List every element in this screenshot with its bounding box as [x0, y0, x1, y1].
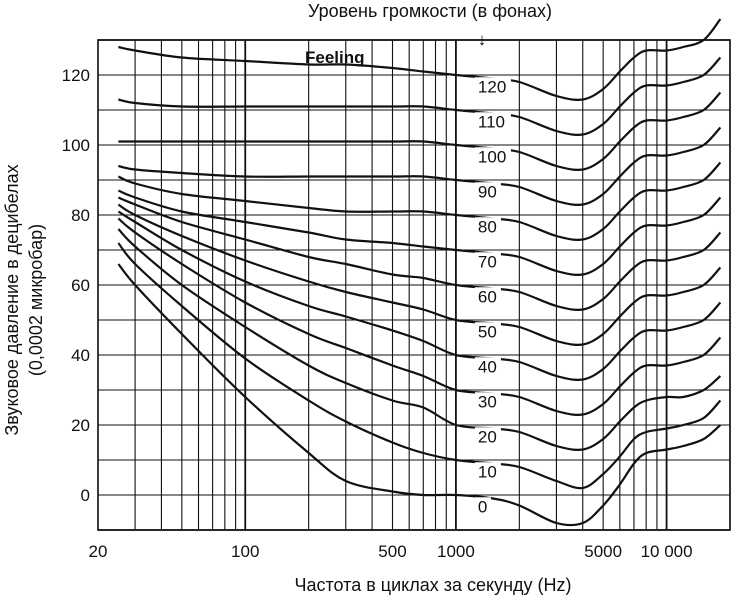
- curve-10-phon: [117, 242, 722, 490]
- curve-label-70: 70: [478, 252, 497, 271]
- y-axis-label: Звуковое давление в децибелах: [2, 164, 22, 435]
- curve-label-50: 50: [478, 322, 497, 341]
- feeling-label: Feeling: [305, 48, 365, 67]
- curve-90-phon: [118, 126, 722, 206]
- curve-label-bg: [474, 322, 501, 342]
- y-tick-label: 100: [62, 136, 90, 155]
- x-axis-ticks: 20 100 500 1000 5000 10 000: [89, 542, 693, 561]
- curve-70-phon: [117, 189, 722, 276]
- y-axis-sublabel: (0,0002 микробар): [26, 224, 46, 376]
- curve-label-bg: [474, 252, 501, 272]
- curve-label-100: 100: [478, 147, 506, 166]
- curve-label-bg: [474, 182, 501, 202]
- x-tick-label: 1000: [437, 542, 475, 561]
- curve-120-phon: [118, 18, 722, 101]
- chart-title: Уровень громкости (в фонах): [308, 1, 552, 21]
- curve-label-bg: [474, 287, 501, 307]
- curve-label-bg: [474, 217, 501, 237]
- x-tick-label: 5000: [584, 542, 622, 561]
- curve-label-bg: [474, 112, 511, 132]
- y-axis-ticks: 0 20 40 60 80 100 120: [62, 66, 90, 505]
- curve-80-phon: [117, 161, 722, 241]
- curve-label-80: 80: [478, 217, 497, 236]
- x-axis-label: Частота в циклах за секунду (Hz): [294, 575, 571, 595]
- grid: [97, 39, 731, 531]
- y-tick-label: 120: [62, 66, 90, 85]
- curve-label-bg: [474, 147, 511, 167]
- x-tick-label: 500: [378, 542, 406, 561]
- plot-frame: [97, 39, 731, 531]
- curve-0-phon: [117, 263, 722, 527]
- curve-label-120: 120: [478, 77, 506, 96]
- curve-label-90: 90: [478, 182, 497, 201]
- curve-50-phon: [117, 203, 722, 346]
- curve-20-phon: [117, 228, 722, 451]
- curve-label-bg: [474, 77, 511, 97]
- curve-40-phon: [117, 210, 722, 381]
- curve-label-bg: [474, 357, 501, 377]
- y-tick-label: 40: [71, 346, 90, 365]
- curve-label-bg: [474, 427, 501, 447]
- curve-30-phon: [117, 217, 722, 416]
- curve-label-bg: [474, 392, 501, 412]
- curve-label-110: 110: [478, 112, 505, 131]
- curve-60-phon: [117, 196, 722, 311]
- curves: [117, 18, 722, 527]
- x-tick-label: 100: [231, 542, 259, 561]
- y-tick-label: 20: [71, 416, 90, 435]
- y-tick-label: 80: [71, 206, 90, 225]
- curve-100-phon: [118, 91, 722, 171]
- curve-label-0: 0: [478, 497, 487, 516]
- y-tick-label: 60: [71, 276, 90, 295]
- curve-label-10: 10: [478, 462, 497, 481]
- curve-label-60: 60: [478, 287, 497, 306]
- curve-label-20: 20: [478, 427, 497, 446]
- curve-label-30: 30: [478, 392, 497, 411]
- curve-labels: 0 10 20 30 40 50 60 70 80 90 100 110 120: [474, 77, 511, 517]
- curve-label-40: 40: [478, 357, 497, 376]
- y-tick-label: 0: [81, 486, 90, 505]
- curve-label-bg: [474, 497, 491, 517]
- curve-110-phon: [118, 56, 722, 136]
- curve-label-bg: [474, 462, 501, 482]
- x-tick-label: 10 000: [641, 542, 693, 561]
- x-tick-label: 20: [89, 542, 108, 561]
